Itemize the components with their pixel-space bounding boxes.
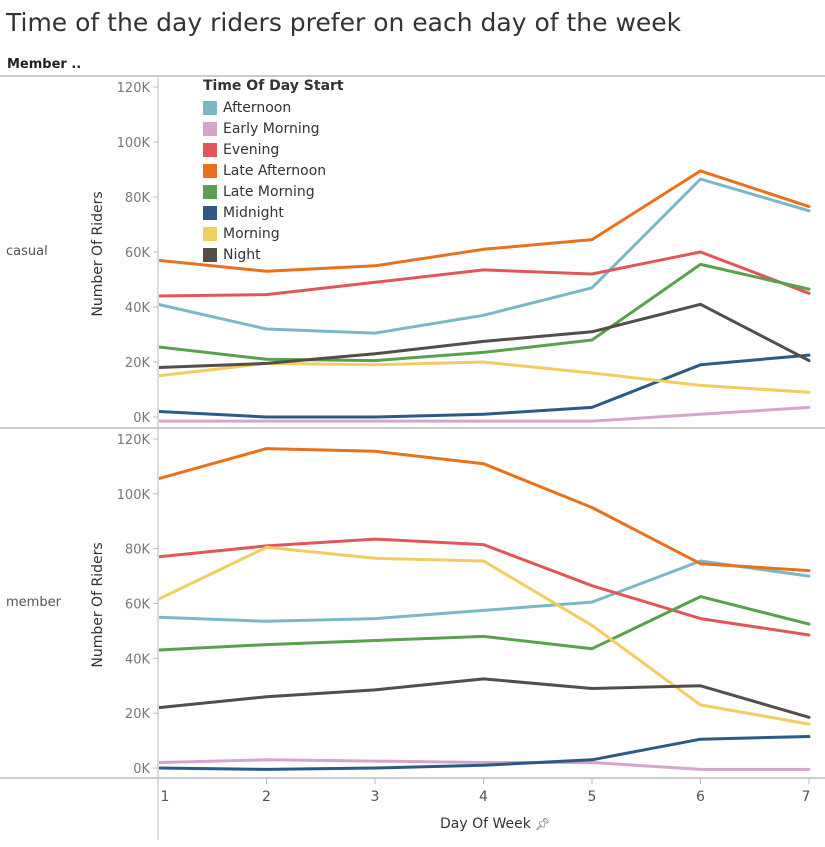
legend-swatch: [203, 226, 217, 241]
series-line-late-afternoon: [159, 447, 811, 573]
y-tick-label: 120K: [117, 81, 151, 96]
series-line-midnight: [159, 735, 811, 771]
y-tick-label: 100K: [117, 488, 151, 503]
series-line-afternoon: [159, 559, 811, 623]
series-line-afternoon: [159, 177, 811, 335]
chart-title: Time of the day riders prefer on each da…: [6, 8, 682, 37]
legend-swatch: [203, 184, 217, 199]
y-tick-label: 40K: [125, 652, 151, 667]
legend-item-night[interactable]: Night: [203, 244, 344, 265]
legend-item-early-morning[interactable]: Early Morning: [203, 118, 344, 139]
legend-label: Afternoon: [223, 99, 292, 116]
legend-item-midnight[interactable]: Midnight: [203, 202, 344, 223]
row-label-member: member: [6, 595, 61, 610]
x-axis-title: Day Of Week 📌︎: [440, 816, 550, 832]
legend-label: Night: [223, 246, 261, 263]
x-tick-label: 1: [161, 789, 170, 805]
series-line-late-afternoon: [159, 169, 811, 273]
x-tick-label: 5: [588, 789, 597, 805]
pin-icon[interactable]: 📌︎: [534, 817, 551, 831]
y-tick-label: 80K: [125, 543, 151, 558]
legend-item-evening[interactable]: Evening: [203, 139, 344, 160]
legend-swatch: [203, 247, 217, 262]
y-tick-label: 0K: [133, 762, 150, 777]
series-line-evening: [159, 250, 811, 298]
legend-swatch: [203, 205, 217, 220]
legend-swatch: [203, 100, 217, 115]
x-tick-label: 3: [371, 789, 380, 805]
series-line-early-morning: [159, 758, 811, 771]
legend-label: Late Morning: [223, 183, 315, 200]
legend-label: Early Morning: [223, 120, 320, 137]
y-tick-label: 120K: [117, 433, 151, 448]
y-tick-label: 60K: [125, 598, 151, 613]
x-tick-label: 7: [802, 789, 811, 805]
y-axis-title: Number Of Riders: [90, 191, 106, 316]
y-tick-label: 0K: [133, 411, 150, 426]
x-tick-label: 6: [696, 789, 705, 805]
y-tick-label: 20K: [125, 356, 151, 371]
series-line-night: [159, 677, 811, 719]
legend: Time Of Day Start Afternoon Early Mornin…: [203, 78, 344, 265]
y-tick-label: 40K: [125, 301, 151, 316]
legend-swatch: [203, 142, 217, 157]
legend-title: Time Of Day Start: [203, 78, 344, 94]
legend-item-afternoon[interactable]: Afternoon: [203, 97, 344, 118]
row-label-casual: casual: [6, 244, 48, 259]
series-line-morning: [159, 360, 811, 394]
y-tick-label: 80K: [125, 191, 151, 206]
legend-item-morning[interactable]: Morning: [203, 223, 344, 244]
series-line-late-morning: [159, 262, 811, 363]
legend-swatch: [203, 121, 217, 136]
y-tick-label: 60K: [125, 246, 151, 261]
y-tick-label: 100K: [117, 136, 151, 151]
legend-label: Midnight: [223, 204, 284, 221]
legend-item-late-morning[interactable]: Late Morning: [203, 181, 344, 202]
series-line-night: [159, 302, 811, 369]
legend-swatch: [203, 163, 217, 178]
legend-label: Evening: [223, 141, 280, 158]
series-line-late-morning: [159, 595, 811, 652]
legend-item-late-afternoon[interactable]: Late Afternoon: [203, 160, 344, 181]
series-line-early-morning: [159, 405, 811, 423]
series-line-morning: [159, 545, 811, 726]
x-tick-label: 2: [262, 789, 271, 805]
member-type-header: Member ..: [7, 57, 82, 72]
y-axis-title: Number Of Riders: [90, 542, 106, 667]
series-line-midnight: [159, 353, 811, 419]
legend-label: Late Afternoon: [223, 162, 327, 179]
legend-label: Morning: [223, 225, 280, 242]
x-axis-title-text: Day Of Week: [440, 816, 531, 832]
x-tick-label: 4: [479, 789, 488, 805]
y-tick-label: 20K: [125, 707, 151, 722]
